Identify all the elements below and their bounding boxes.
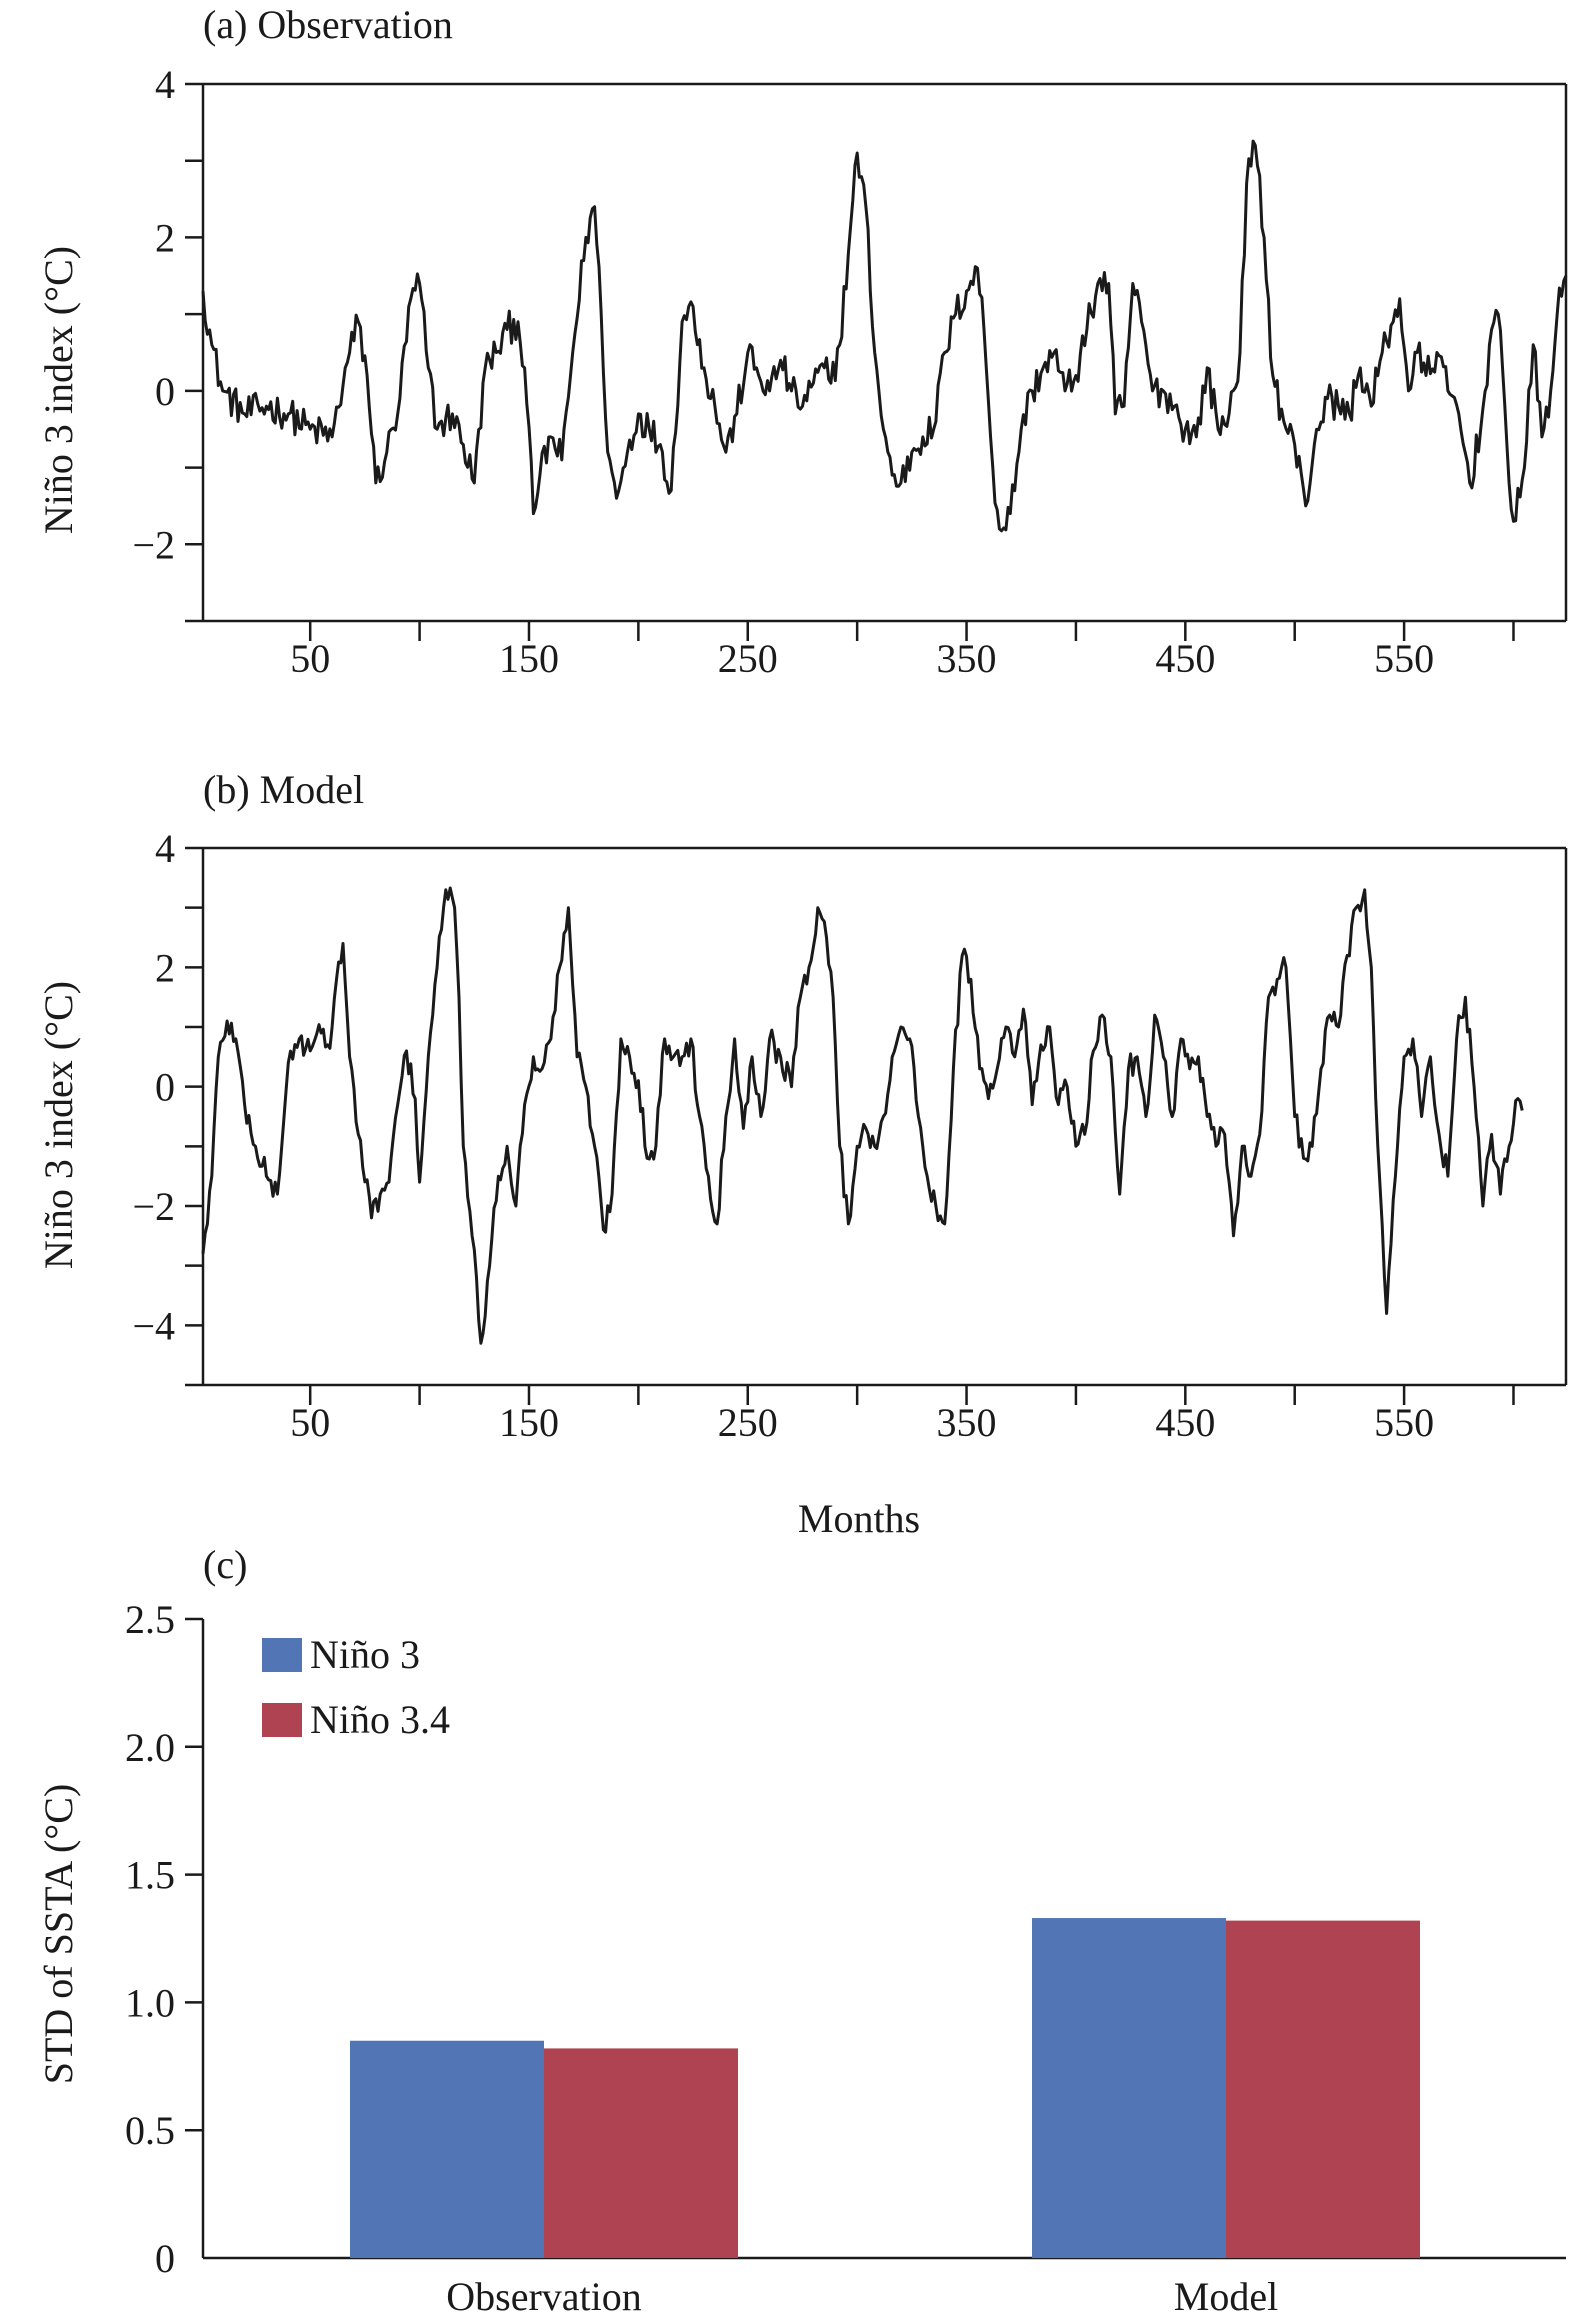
panel-b-xlabel: Months [798,1496,920,1541]
y-tick-label: 1.5 [125,1853,175,1898]
panel-c-bars: (c) STD of SSTA (°C) 0 0.5 1.0 1.5 2.0 2.5 Ob… [36,1542,1566,2319]
legend-label-nino34: Niño 3.4 [310,1697,450,1742]
x-tick-label: 50 [290,1400,330,1445]
x-tick-label: 350 [937,636,997,681]
y-tick-label: −4 [132,1303,175,1348]
panel-a-series-line [201,139,1568,533]
panel-a-title: (a) Observation [203,2,453,47]
x-tick-label: 250 [718,1400,778,1445]
panel-c-title: (c) [203,1542,247,1587]
x-tick-label: 550 [1374,1400,1434,1445]
panel-b-ylabel: Niño 3 index (°C) [36,981,81,1269]
x-tick-label: 50 [290,636,330,681]
legend-item-nino3: Niño 3 [262,1632,420,1677]
y-tick-label: 1.0 [125,1980,175,2025]
y-tick-label: −2 [132,1184,175,1229]
x-tick-label: 450 [1155,636,1215,681]
x-tick-label: 250 [718,636,778,681]
x-tick-label: 150 [499,636,559,681]
bar-observation-nio34 [544,2048,738,2258]
x-tick-label: 550 [1374,636,1434,681]
panel-c-ylabel: STD of SSTA (°C) [36,1784,81,2085]
bar-model-nio3 [1032,1918,1226,2258]
y-tick-label: 4 [155,826,175,871]
x-tick-label: 350 [937,1400,997,1445]
legend-item-nino34: Niño 3.4 [262,1697,450,1742]
x-category-label: Model [1174,2274,1278,2319]
legend-swatch-nino3 [262,1638,302,1672]
y-tick-label: −2 [132,522,175,567]
panel-a-ylabel: Niño 3 index (°C) [36,246,81,534]
x-tick-label: 150 [499,1400,559,1445]
y-tick-label: 0 [155,369,175,414]
y-tick-label: 0 [155,2236,175,2281]
bar-model-nio34 [1226,1920,1420,2258]
panel-a-observation: (a) Observation Niño 3 index (°C) −2024 … [36,2,1568,681]
legend-swatch-nino34 [262,1703,302,1737]
x-category-label: Observation [446,2274,642,2319]
y-tick-label: 0.5 [125,2108,175,2153]
panel-b-model: (b) Model Niño 3 index (°C) −4 −2 0 2 4 50 15… [36,767,1568,1541]
y-tick-label: 0 [155,1065,175,1110]
x-tick-label: 450 [1155,1400,1215,1445]
y-tick-label: 2.5 [125,1597,175,1642]
panel-b-series-line [201,886,1524,1345]
panel-b-title: (b) Model [203,767,364,812]
legend-label-nino3: Niño 3 [310,1632,420,1677]
y-tick-label: 2 [155,215,175,260]
bar-observation-nio3 [350,2040,544,2258]
y-tick-label: 2.0 [125,1725,175,1770]
y-tick-label: 4 [155,62,175,107]
y-tick-label: 2 [155,945,175,990]
legend: Niño 3 Niño 3.4 [262,1632,450,1742]
